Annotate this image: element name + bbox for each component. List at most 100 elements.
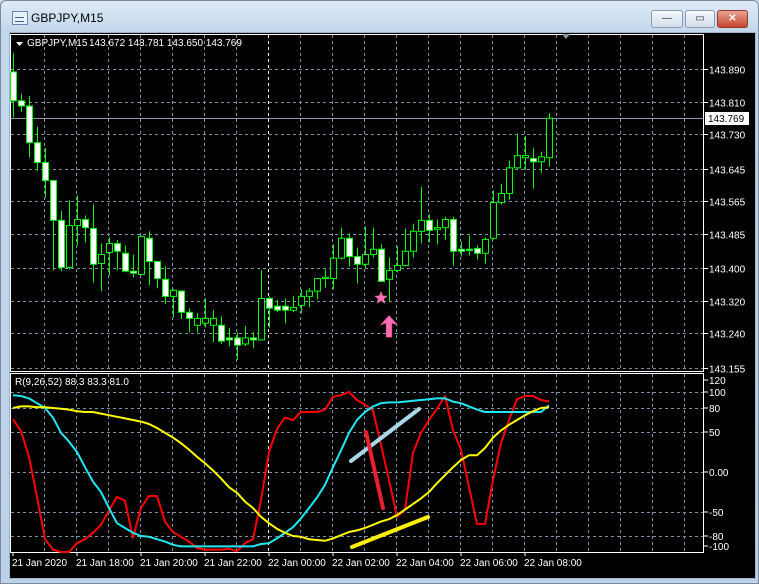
candle-body-bull xyxy=(386,269,393,280)
indicator-line-2 xyxy=(12,405,550,542)
candle xyxy=(458,241,465,257)
candle-body-bull xyxy=(74,219,81,227)
candle-body-bull xyxy=(338,237,345,259)
indicator-tick-label: -50 xyxy=(709,508,724,519)
candle xyxy=(402,228,409,267)
candle xyxy=(322,269,329,288)
candles xyxy=(10,53,553,360)
candle xyxy=(138,235,145,276)
candle xyxy=(394,246,401,273)
candle xyxy=(450,216,457,266)
window-title: GBPJPY,M15 xyxy=(31,11,104,25)
candle-body-bear xyxy=(274,305,281,311)
price-tick-label: 143.320 xyxy=(709,298,746,309)
price-tick-label: 143.240 xyxy=(709,330,746,341)
candle xyxy=(242,326,249,347)
candle xyxy=(474,245,481,260)
candle-body-bear xyxy=(162,278,169,297)
indicator-tick-label: 100 xyxy=(709,388,726,399)
current-price-box xyxy=(705,112,749,125)
candle xyxy=(234,332,241,360)
candle xyxy=(538,151,545,173)
candle-body-bear xyxy=(10,71,17,102)
candle xyxy=(274,300,281,313)
candle-body-bull xyxy=(170,289,177,297)
candle xyxy=(34,126,41,171)
candle xyxy=(146,231,153,286)
candle xyxy=(162,266,169,305)
candle xyxy=(210,310,217,342)
candle xyxy=(18,93,25,112)
chart-shift-marker-icon[interactable] xyxy=(562,34,570,39)
candle-body-bull xyxy=(194,317,201,326)
price-tick-label: 143.155 xyxy=(709,365,746,376)
candle xyxy=(546,113,553,167)
close-button[interactable]: ✕ xyxy=(717,10,748,28)
candle-body-bull xyxy=(394,264,401,271)
chart-area[interactable] xyxy=(9,32,756,579)
candle-body-bear xyxy=(18,100,25,107)
candle-body-bull xyxy=(306,290,313,297)
candle-body-bear xyxy=(82,219,89,229)
indicator-title: R(9,26,52) 88.3 83.3 81.0 xyxy=(15,377,129,388)
time-tick-label: 21 Jan 18:00 xyxy=(76,558,134,569)
candle xyxy=(114,240,121,271)
price-tick-label: 143.400 xyxy=(709,265,746,276)
candle-body-bear xyxy=(186,311,193,319)
candle xyxy=(218,316,225,344)
maximize-button[interactable]: ▭ xyxy=(685,10,715,28)
candle xyxy=(98,243,105,292)
candle xyxy=(282,298,289,324)
symbol-label: GBPJPY,M15 xyxy=(27,38,88,49)
candle-body-bull xyxy=(330,257,337,280)
candle xyxy=(466,235,473,256)
candle-body-bull xyxy=(418,219,425,232)
indicator-panel-border xyxy=(10,373,704,553)
candle-body-bear xyxy=(226,337,233,341)
price-tick-label: 143.730 xyxy=(709,131,746,142)
candle-body-bull xyxy=(370,248,377,256)
candle xyxy=(298,289,305,314)
candle xyxy=(362,226,369,269)
candle-body-bear xyxy=(42,162,49,181)
candle-body-bear xyxy=(450,219,457,252)
trendline-lightblue[interactable] xyxy=(349,407,421,463)
candle xyxy=(226,328,233,347)
candle-body-bear xyxy=(178,290,185,313)
candle xyxy=(178,290,185,320)
title-bar[interactable]: GBPJPY,M15 xyxy=(9,7,748,31)
candle xyxy=(74,195,81,246)
candle-body-bear xyxy=(266,297,273,309)
candle-body-bear xyxy=(146,237,153,262)
time-tick-label: 22 Jan 04:00 xyxy=(396,558,454,569)
candle-body-bear xyxy=(474,247,481,254)
candle xyxy=(514,133,521,170)
candle xyxy=(418,186,425,244)
price-tick-label: 143.810 xyxy=(709,99,746,110)
candle-body-bull xyxy=(314,278,321,292)
candle-body-bull xyxy=(98,254,105,264)
candle xyxy=(506,160,513,200)
candle-body-bull xyxy=(482,238,489,254)
candle xyxy=(330,244,337,290)
collapse-triangle-icon[interactable] xyxy=(16,42,23,46)
candle xyxy=(354,247,361,284)
time-tick-label: 21 Jan 22:00 xyxy=(204,558,262,569)
trendline-red[interactable] xyxy=(364,430,385,510)
candle xyxy=(26,95,33,158)
trendline-yellow[interactable] xyxy=(350,515,430,549)
candle xyxy=(186,308,193,333)
price-tick-label: 143.890 xyxy=(709,66,746,77)
candle-body-bull xyxy=(546,117,553,159)
time-tick-label: 21 Jan 20:00 xyxy=(140,558,198,569)
price-tick-label: 143.645 xyxy=(709,166,746,177)
minimize-button[interactable]: — xyxy=(651,10,683,28)
candle-body-bear xyxy=(122,252,129,272)
time-tick-label: 21 Jan 2020 xyxy=(12,558,67,569)
candle-body-bull xyxy=(138,236,145,275)
candle xyxy=(346,233,353,267)
candle xyxy=(250,332,257,349)
candle xyxy=(194,313,201,333)
